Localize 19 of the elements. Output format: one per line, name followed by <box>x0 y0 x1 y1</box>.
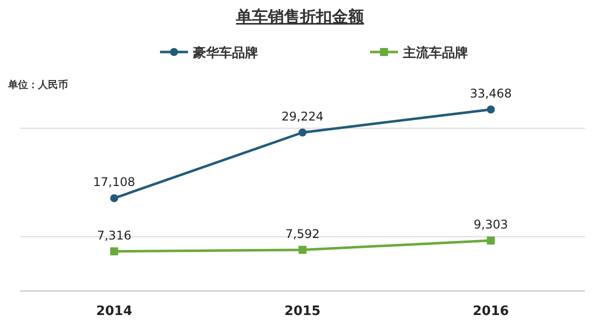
point <box>110 194 118 202</box>
point <box>110 247 118 256</box>
data-label: 7,316 <box>96 228 132 242</box>
x-tick-label: 2016 <box>472 304 509 319</box>
data-label: 29,224 <box>282 110 324 124</box>
data-label: 33,468 <box>470 86 512 100</box>
point <box>486 105 495 114</box>
data-label: 7,592 <box>285 226 320 241</box>
data-label: 17,108 <box>93 175 136 190</box>
point <box>298 128 306 137</box>
point <box>298 246 306 254</box>
point <box>486 236 495 245</box>
text: 单位：人民币 <box>7 79 68 91</box>
data-label: 9,303 <box>474 218 508 232</box>
chart-title: 单车销售折扣金额 <box>235 7 365 26</box>
x-tick-label: 2014 <box>96 304 132 319</box>
legend-label: 豪华车品牌 <box>192 45 258 61</box>
legend-label: 主流车品牌 <box>402 45 468 61</box>
x-tick-label: 2015 <box>284 304 321 319</box>
